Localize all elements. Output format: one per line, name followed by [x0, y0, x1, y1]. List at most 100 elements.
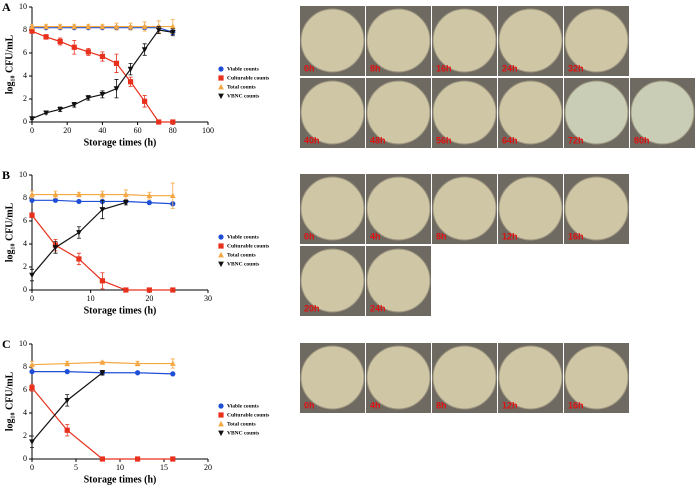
marker	[169, 360, 176, 366]
marker	[170, 371, 176, 377]
plate	[564, 80, 629, 145]
marker	[134, 360, 141, 366]
plate-photo: 24h	[366, 246, 431, 316]
legend-label: Viable counts	[227, 403, 259, 409]
photo-label: 24h	[502, 63, 518, 73]
legend-label: VBNC counts	[227, 261, 259, 267]
x-tick-label: 0	[30, 294, 34, 303]
marker	[146, 192, 153, 199]
marker	[99, 278, 105, 284]
legend-label: Total counts	[227, 84, 256, 90]
marker	[29, 272, 35, 279]
marker	[43, 34, 49, 40]
plate	[300, 248, 365, 313]
x-tick-label: 20	[145, 294, 153, 303]
marker	[85, 23, 92, 29]
marker	[127, 79, 134, 85]
marker	[71, 102, 78, 108]
plate-photo: 64h	[498, 78, 563, 148]
plate	[564, 345, 629, 410]
marker	[29, 116, 35, 122]
marker	[29, 369, 35, 375]
y-tick-label: 10	[19, 2, 27, 11]
marker	[113, 23, 120, 29]
plate-photo: 0h	[300, 343, 365, 413]
plate	[432, 176, 497, 241]
photo-label: 12h	[502, 231, 518, 241]
photo-label: 32h	[568, 63, 584, 73]
plate	[498, 176, 563, 241]
marker	[57, 23, 64, 29]
plate-photo: 56h	[432, 78, 497, 148]
marker	[127, 23, 134, 29]
marker	[170, 119, 176, 125]
plate-photo: 0h	[300, 174, 365, 244]
marker	[135, 370, 141, 376]
plate	[432, 80, 497, 145]
y-tick-label: 0	[23, 285, 27, 294]
legend-label: VBNC counts	[227, 93, 259, 99]
marker	[99, 359, 106, 365]
y-tick-label: 6	[23, 216, 27, 225]
photo-label: 16h	[568, 400, 584, 410]
marker	[76, 191, 82, 197]
plate-photo: 8h	[366, 6, 431, 76]
plate-photo: 12h	[498, 343, 563, 413]
y-tick-label: 0	[23, 454, 27, 463]
marker	[76, 230, 82, 236]
marker	[169, 192, 176, 199]
marker	[142, 98, 148, 104]
marker	[52, 191, 59, 197]
legend-marker	[218, 75, 224, 81]
marker	[29, 23, 35, 29]
marker	[29, 197, 35, 203]
marker	[123, 287, 129, 293]
marker	[71, 23, 78, 29]
marker	[43, 110, 49, 116]
marker	[52, 197, 59, 203]
x-tick-label: 40	[98, 126, 106, 135]
legend-label: VBNC counts	[227, 430, 259, 436]
legend-label: Viable counts	[227, 66, 259, 72]
marker	[169, 23, 176, 29]
marker	[29, 28, 35, 34]
legend-label: Culturable counts	[227, 412, 269, 418]
legend-marker	[218, 243, 224, 249]
legend-label: Total counts	[227, 421, 256, 427]
plate-photo: 32h	[564, 6, 629, 76]
marker	[141, 23, 148, 29]
plate	[300, 8, 365, 73]
plate-photo: 4h	[366, 343, 431, 413]
photo-label: 16h	[568, 231, 584, 241]
marker	[99, 207, 106, 213]
plate-photo: 16h	[432, 6, 497, 76]
y-tick-label: 8	[23, 193, 27, 202]
y-tick-label: 0	[23, 117, 27, 126]
x-tick-label: 100	[202, 126, 214, 135]
plate-photo: 16h	[564, 343, 629, 413]
plate-photo: 80h	[630, 78, 695, 148]
legend-marker	[218, 403, 224, 409]
marker	[76, 256, 82, 262]
photo-label: 20h	[304, 303, 320, 313]
plate-photo: 4h	[366, 174, 431, 244]
plate	[300, 176, 365, 241]
panel-label: B	[2, 168, 10, 182]
x-tick-label: 80	[169, 126, 177, 135]
marker	[113, 86, 120, 92]
marker	[113, 60, 120, 66]
plate	[366, 248, 431, 313]
plate-photo: 16h	[564, 174, 629, 244]
legend-marker	[218, 261, 224, 268]
plate	[300, 345, 365, 410]
marker	[52, 245, 59, 251]
series-line	[31, 29, 173, 120]
plate	[366, 80, 431, 145]
plate	[564, 176, 629, 241]
marker	[156, 119, 162, 125]
photo-label: 12h	[502, 400, 518, 410]
marker	[76, 198, 82, 205]
legend-marker	[218, 251, 224, 258]
legend-marker	[218, 430, 224, 437]
plate	[432, 345, 497, 410]
